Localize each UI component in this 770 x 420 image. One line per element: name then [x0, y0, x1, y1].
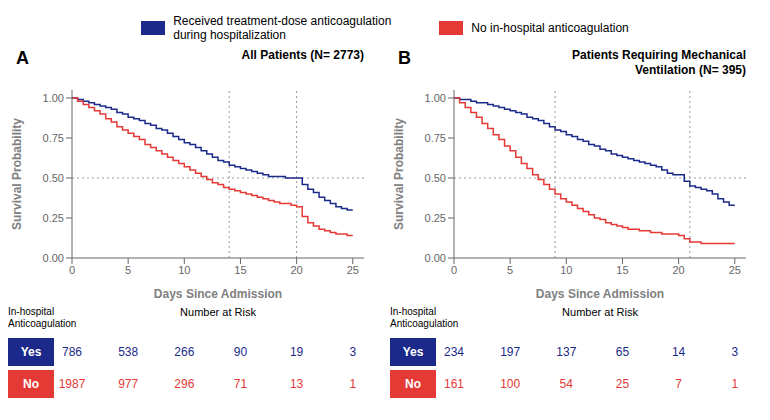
svg-text:0.75: 0.75 — [43, 132, 64, 144]
svg-text:Survival Probability: Survival Probability — [10, 118, 24, 230]
html-text:All Patients (N= 2773): All Patients (N= 2773) — [241, 48, 364, 62]
html-text:No in-hospital anticoagulation: No in-hospital anticoagulation — [471, 21, 629, 35]
svg-text:0: 0 — [69, 264, 75, 276]
svg-text:0.50: 0.50 — [425, 172, 446, 184]
html-text:65: 65 — [615, 345, 630, 359]
html-text:54: 54 — [559, 377, 573, 391]
html-text:Number at Risk: Number at Risk — [562, 306, 638, 318]
html-text:25: 25 — [615, 377, 630, 391]
html-text:Patients Requiring Mechanical: Patients Requiring Mechanical Ventilatio… — [572, 48, 746, 77]
html-text:90: 90 — [233, 345, 248, 359]
html-text:71: 71 — [233, 377, 248, 391]
svg-text:0.25: 0.25 — [43, 212, 64, 224]
html-text:977: 977 — [118, 377, 139, 391]
html-text:1987: 1987 — [58, 377, 86, 391]
html-text:266: 266 — [174, 345, 195, 359]
svg-text:5: 5 — [125, 264, 131, 276]
svg-text:1.00: 1.00 — [43, 92, 64, 104]
html-text:100: 100 — [500, 377, 521, 391]
html-text:No: No — [23, 377, 39, 391]
html-text:A: A — [16, 48, 29, 68]
svg-text:20: 20 — [290, 264, 302, 276]
html-text:No: No — [405, 377, 421, 391]
html-text:7: 7 — [675, 377, 682, 391]
svg-text:5: 5 — [507, 264, 513, 276]
html-text:137: 137 — [556, 345, 577, 359]
svg-text:15: 15 — [234, 264, 246, 276]
svg-text:0.25: 0.25 — [425, 212, 446, 224]
html-text:234: 234 — [444, 345, 464, 359]
html-text:19: 19 — [289, 345, 304, 359]
svg-text:Days Since Admission: Days Since Admission — [536, 287, 664, 301]
html-text:B: B — [398, 48, 411, 68]
html-text:In-hospital Anticoagulation: In-hospital Anticoagulation — [8, 306, 77, 329]
svg-text:20: 20 — [672, 264, 684, 276]
html-text:1: 1 — [731, 377, 739, 391]
svg-text:0: 0 — [451, 264, 457, 276]
html-text:1: 1 — [349, 377, 357, 391]
html-text:786: 786 — [62, 345, 82, 359]
html-text:Received treatment-dose antico: Received treatment-dose anticoagulation … — [173, 14, 392, 42]
html-text:161: 161 — [444, 377, 464, 391]
html-text:3: 3 — [349, 345, 357, 359]
svg-text:0.50: 0.50 — [43, 172, 64, 184]
svg-text:25: 25 — [729, 264, 741, 276]
html-text:In-hospital Anticoagulation: In-hospital Anticoagulation — [390, 306, 459, 329]
svg-text:0.00: 0.00 — [425, 252, 446, 264]
svg-text:25: 25 — [347, 264, 359, 276]
html-text:14: 14 — [671, 345, 686, 359]
html-text:296: 296 — [174, 377, 195, 391]
svg-text:Days Since Admission: Days Since Admission — [154, 287, 282, 301]
svg-text:15: 15 — [616, 264, 628, 276]
html-text:3: 3 — [731, 345, 739, 359]
html-text:Number at Risk: Number at Risk — [180, 306, 256, 318]
svg-text:0.75: 0.75 — [425, 132, 446, 144]
html-text:197: 197 — [500, 345, 521, 359]
svg-text:0.00: 0.00 — [43, 252, 64, 264]
svg-text:1.00: 1.00 — [425, 92, 446, 104]
svg-text:Survival Probability: Survival Probability — [392, 118, 406, 230]
html-text:538: 538 — [118, 345, 139, 359]
svg-text:10: 10 — [178, 264, 190, 276]
html-text:13: 13 — [289, 377, 304, 391]
html-text:Yes: Yes — [402, 345, 424, 359]
svg-text:10: 10 — [560, 264, 572, 276]
html-text:Yes: Yes — [20, 345, 42, 359]
